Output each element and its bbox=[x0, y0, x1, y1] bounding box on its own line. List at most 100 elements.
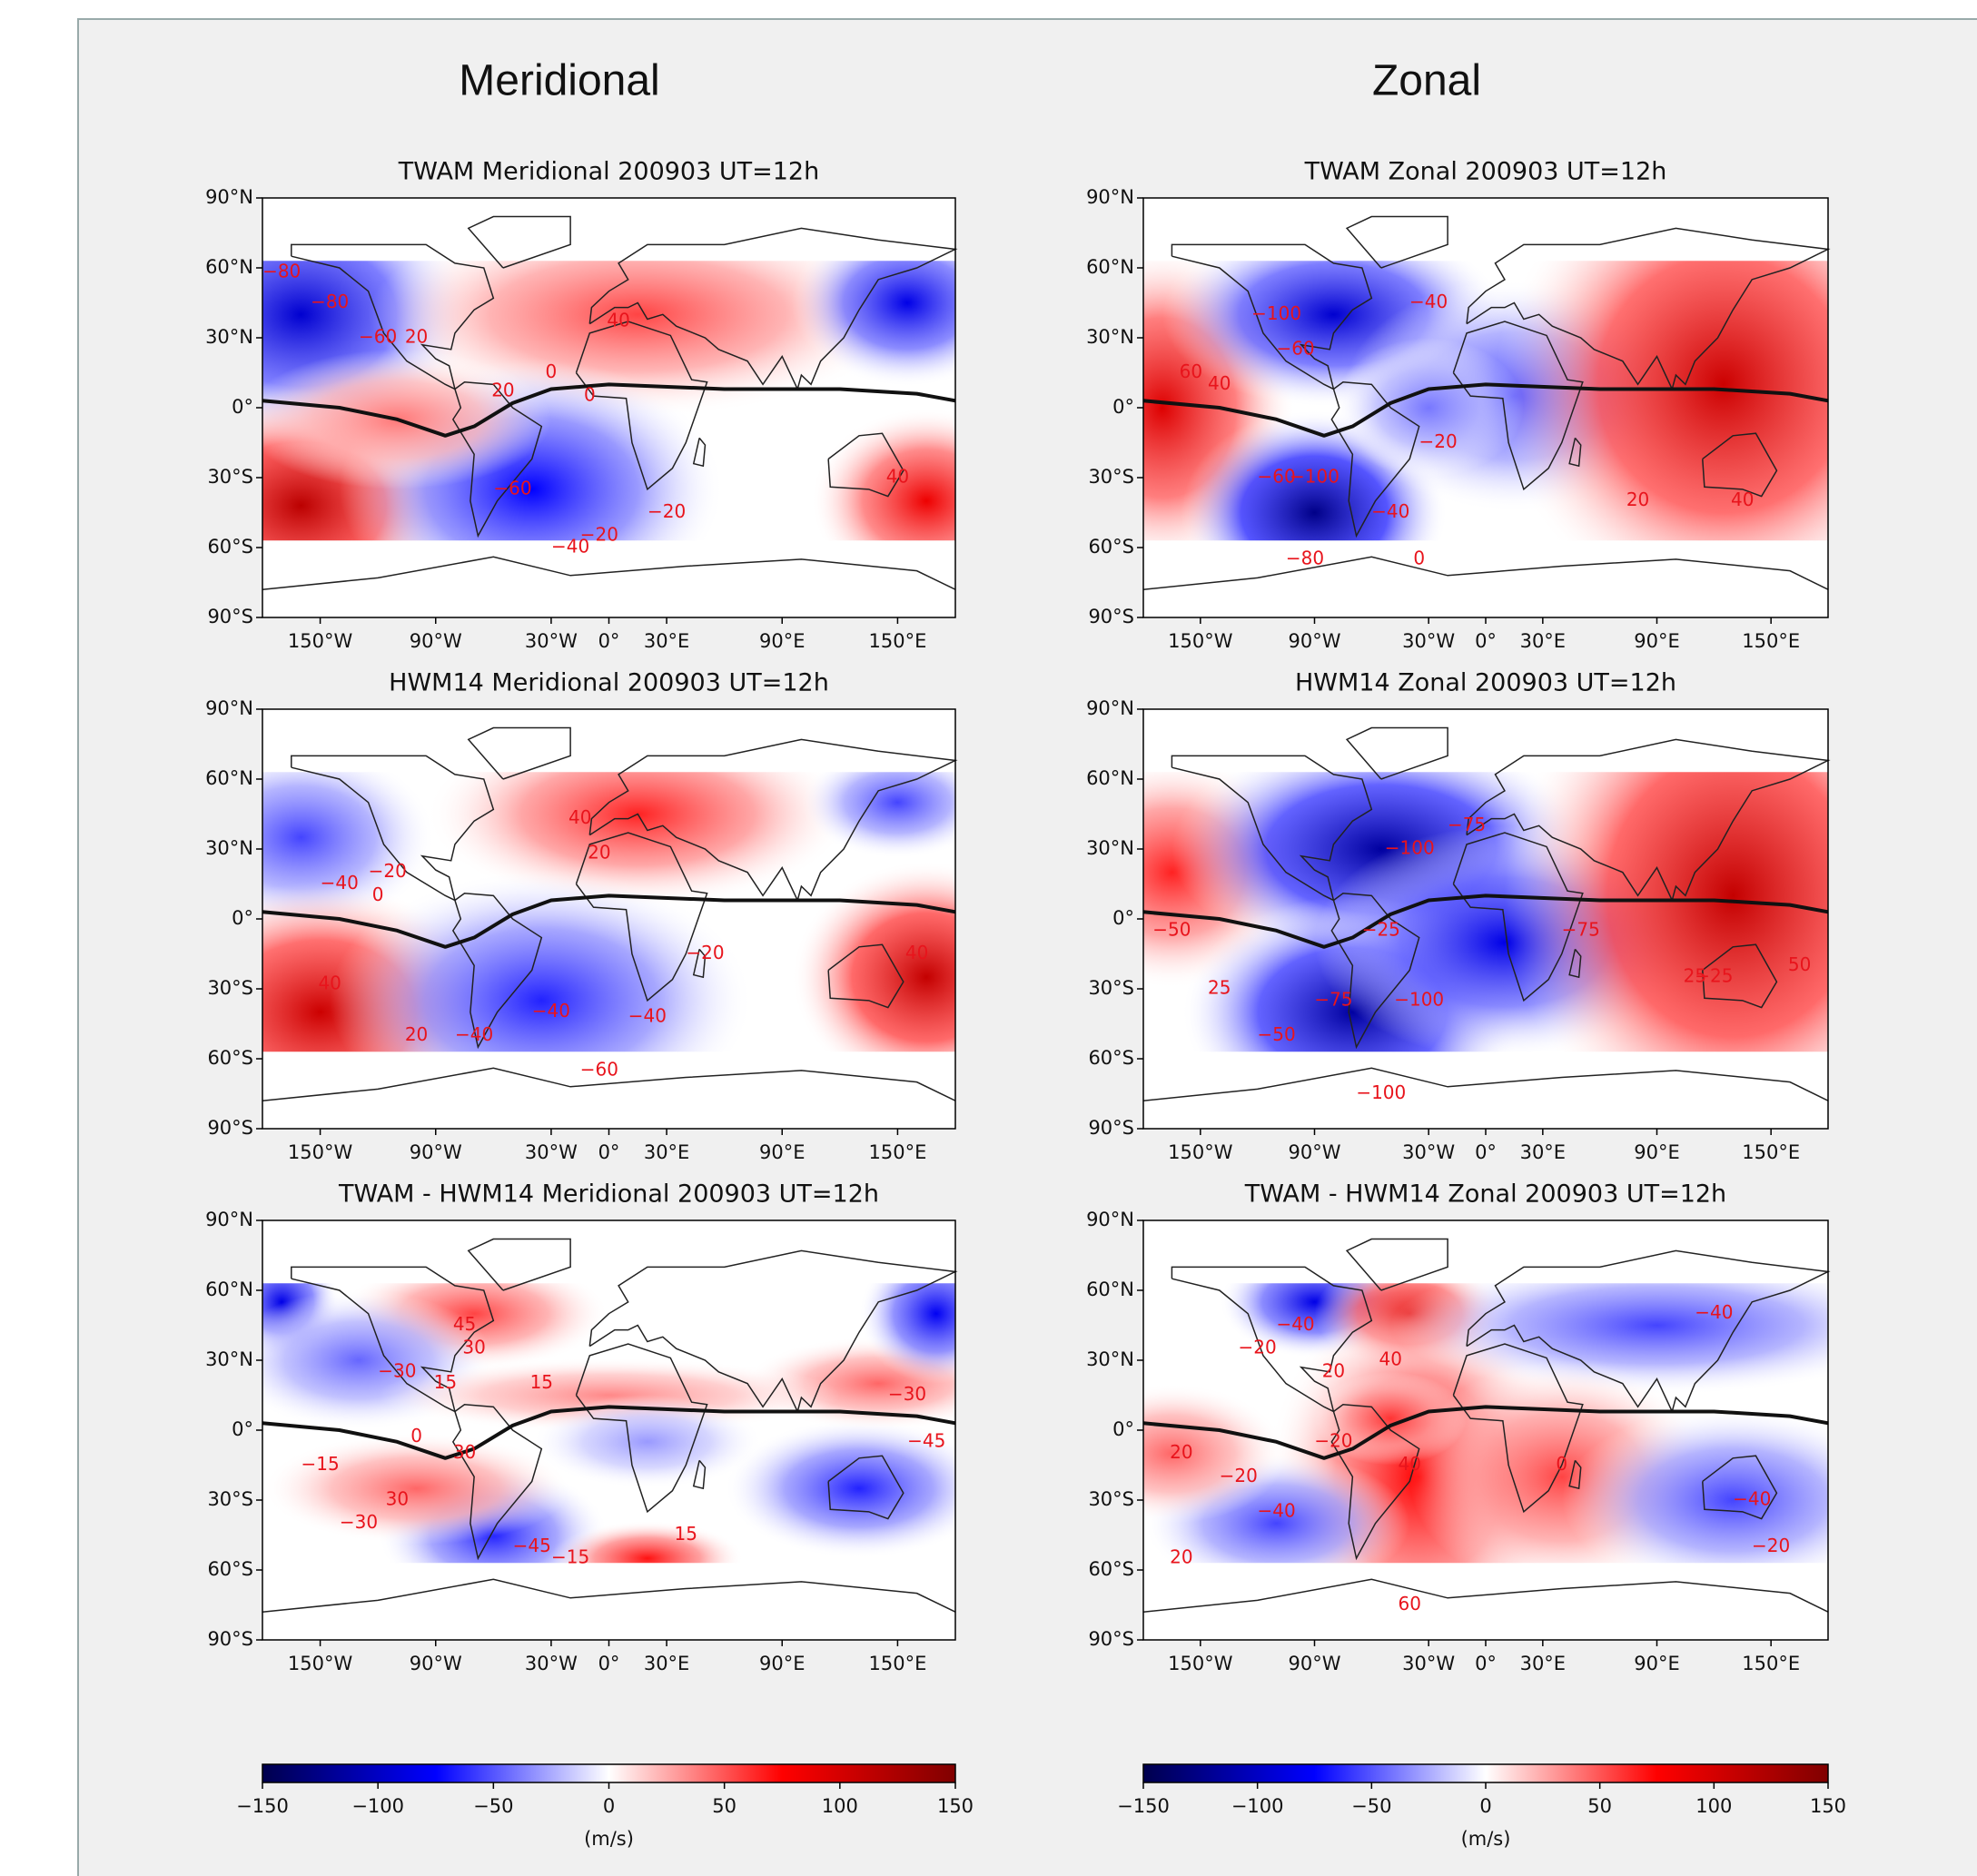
field-blob bbox=[1505, 772, 1828, 1052]
x-tick-label: 150°W bbox=[288, 1141, 353, 1163]
contour-label: 20 bbox=[1170, 1441, 1192, 1463]
coastline bbox=[291, 755, 495, 902]
y-tick-label: 60°N bbox=[1086, 767, 1134, 789]
y-tick-label: 60°N bbox=[1086, 1279, 1134, 1300]
coastline bbox=[1330, 1403, 1420, 1561]
x-tick-label: 90°W bbox=[410, 1653, 462, 1674]
y-tick-label: 60°S bbox=[1088, 536, 1134, 558]
x-tick-label: 90°E bbox=[1634, 1141, 1680, 1163]
field-blob bbox=[531, 1395, 764, 1489]
x-tick-label: 150°W bbox=[288, 1653, 353, 1674]
contour-label: −40 bbox=[455, 1023, 493, 1045]
wind-field bbox=[1143, 1283, 1828, 1564]
colorbar bbox=[262, 1763, 956, 1783]
field-blob bbox=[550, 1521, 744, 1564]
coastline bbox=[291, 1266, 495, 1413]
colorbar-tick-label: 50 bbox=[712, 1795, 736, 1817]
y-tick-label: 0° bbox=[232, 1418, 253, 1440]
y-tick-label: 30°N bbox=[205, 837, 253, 859]
contour-label: −25 bbox=[1362, 918, 1400, 940]
contour-label: 40 bbox=[607, 310, 629, 331]
contour-label: 40 bbox=[1731, 489, 1754, 510]
colorbar-tick-label: 50 bbox=[1587, 1795, 1612, 1817]
contour-label: 40 bbox=[568, 806, 591, 828]
y-tick-label: 60°N bbox=[1086, 256, 1134, 278]
x-tick-label: 30°W bbox=[525, 1141, 578, 1163]
colorbar-tick-label: 150 bbox=[1810, 1795, 1846, 1817]
contour-label: −75 bbox=[1562, 918, 1600, 940]
coastline bbox=[1466, 738, 1831, 903]
field-blob bbox=[1333, 338, 1524, 478]
contour-label: −40 bbox=[1695, 1301, 1733, 1323]
x-tick-label: 90°E bbox=[1634, 1653, 1680, 1674]
contour-label: 30 bbox=[453, 1441, 476, 1463]
y-tick-label: 0° bbox=[1112, 1418, 1134, 1440]
x-tick-label: 30°W bbox=[1402, 630, 1455, 652]
contour-label: −40 bbox=[532, 1000, 570, 1022]
coastline bbox=[1452, 832, 1584, 1002]
coastline bbox=[1345, 726, 1448, 780]
coastline bbox=[262, 556, 956, 590]
panel-title: TWAM - HWM14 Meridional 200903 UT=12h bbox=[338, 1180, 879, 1209]
panel-title: TWAM Zonal 200903 UT=12h bbox=[1304, 158, 1667, 186]
contour-label: −75 bbox=[1314, 988, 1352, 1010]
y-tick-label: 60°S bbox=[207, 536, 253, 558]
coastline bbox=[467, 1238, 571, 1291]
field-blob bbox=[330, 870, 754, 1052]
y-tick-label: 90°S bbox=[1088, 606, 1134, 627]
x-tick-label: 30°W bbox=[525, 630, 578, 652]
coastline bbox=[1345, 1238, 1448, 1291]
x-tick-label: 0° bbox=[598, 1141, 620, 1163]
y-tick-label: 0° bbox=[232, 396, 253, 418]
x-tick-label: 30°E bbox=[1520, 1141, 1567, 1163]
field-blob bbox=[811, 408, 955, 541]
x-tick-label: 30°E bbox=[644, 1141, 690, 1163]
x-tick-label: 0° bbox=[1475, 1141, 1497, 1163]
colorbar-label: (m/s) bbox=[1461, 1828, 1511, 1850]
x-tick-label: 30°E bbox=[1520, 630, 1567, 652]
contour-label: −60 bbox=[359, 326, 397, 348]
wind-field bbox=[262, 261, 955, 541]
contour-label: −50 bbox=[1258, 1023, 1296, 1045]
coastline bbox=[1568, 948, 1582, 979]
y-tick-label: 90°N bbox=[1086, 697, 1134, 719]
y-tick-label: 30°S bbox=[1088, 1488, 1134, 1510]
field-blob bbox=[262, 1432, 571, 1545]
contour-label: 0 bbox=[1413, 547, 1425, 568]
contour-label: 20 bbox=[405, 1023, 428, 1045]
contour-label: 40 bbox=[905, 942, 928, 963]
x-tick-label: 150°E bbox=[1742, 1653, 1800, 1674]
x-tick-label: 30°E bbox=[644, 630, 690, 652]
x-tick-label: 90°W bbox=[410, 1141, 462, 1163]
coastline bbox=[451, 380, 543, 538]
field-blob bbox=[801, 772, 955, 859]
coastline bbox=[1702, 1455, 1778, 1520]
coastline bbox=[692, 1459, 707, 1490]
x-tick-label: 150°E bbox=[868, 630, 926, 652]
contour-label: −20 bbox=[1239, 1337, 1277, 1358]
contour-label: 0 bbox=[546, 360, 558, 382]
y-tick-label: 90°S bbox=[1088, 1117, 1134, 1139]
coastline bbox=[451, 892, 543, 1050]
coastline bbox=[467, 726, 571, 780]
contour-label: 40 bbox=[886, 466, 909, 488]
contour-label: 45 bbox=[453, 1313, 476, 1335]
magnetic-equator bbox=[262, 1405, 956, 1460]
y-tick-label: 60°N bbox=[205, 256, 253, 278]
field-blob bbox=[1143, 1383, 1287, 1524]
coastline bbox=[262, 1067, 956, 1101]
coastline bbox=[1452, 1343, 1584, 1514]
coastline bbox=[588, 1249, 958, 1414]
magnetic-equator bbox=[262, 382, 956, 438]
y-tick-label: 30°N bbox=[1086, 1348, 1134, 1370]
field-blob bbox=[1495, 261, 1828, 541]
contour-label: 30 bbox=[462, 1337, 485, 1358]
coastline bbox=[1568, 1459, 1582, 1490]
contour-label: −20 bbox=[647, 500, 686, 522]
contour-label: −60 bbox=[1276, 337, 1314, 359]
contour-label: −15 bbox=[551, 1546, 589, 1568]
contour-label: −60 bbox=[580, 1058, 618, 1080]
panel-title: HWM14 Meridional 200903 UT=12h bbox=[389, 669, 829, 697]
x-tick-label: 150°W bbox=[1168, 630, 1233, 652]
